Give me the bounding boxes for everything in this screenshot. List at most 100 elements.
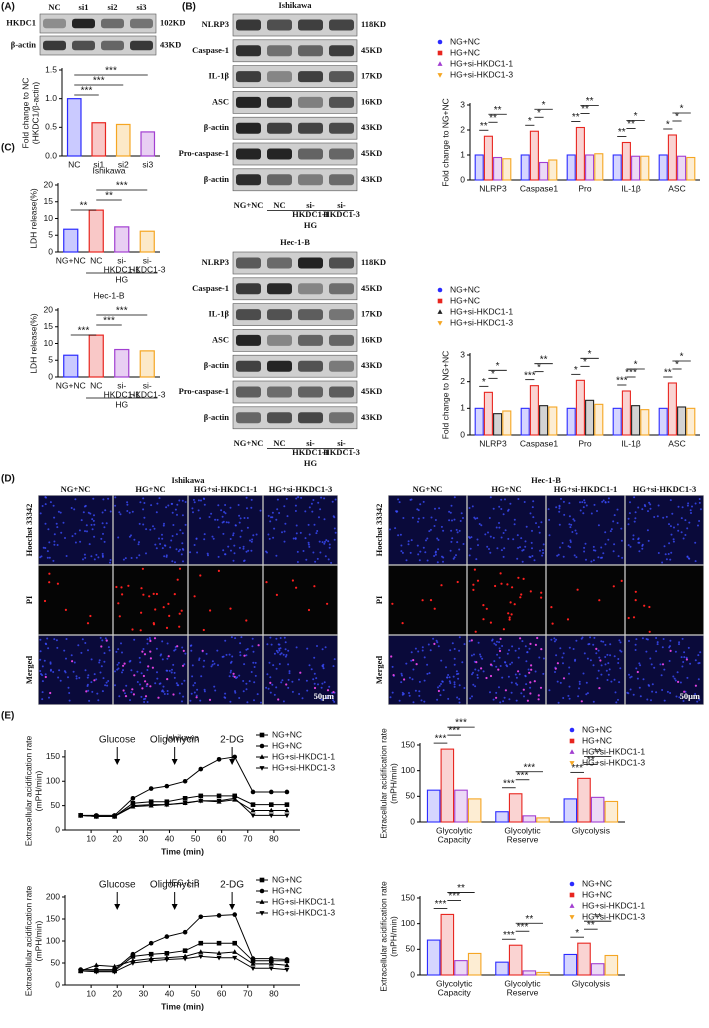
bar bbox=[563, 953, 578, 976]
nucleus bbox=[470, 536, 473, 539]
nucleus bbox=[684, 519, 687, 522]
nucleus bbox=[498, 686, 500, 689]
blot-band bbox=[236, 283, 261, 295]
pi-cell bbox=[554, 667, 557, 670]
nucleus bbox=[312, 551, 315, 554]
pi-cell bbox=[217, 569, 220, 573]
pi-cell bbox=[193, 595, 196, 598]
significance-label: ** bbox=[80, 201, 88, 212]
nucleus bbox=[579, 501, 581, 504]
blot-band bbox=[329, 309, 354, 321]
legend-label: NG+NC bbox=[582, 724, 612, 734]
nucleus bbox=[595, 652, 598, 655]
blot-lane-label: si- bbox=[306, 200, 315, 210]
nucleus bbox=[602, 640, 605, 643]
nucleus bbox=[313, 523, 316, 526]
blot-band bbox=[236, 257, 261, 269]
nucleus bbox=[596, 510, 598, 512]
nucleus bbox=[554, 671, 556, 673]
x-tick-label: ASC bbox=[668, 438, 685, 448]
nucleus bbox=[278, 649, 281, 652]
blot-band bbox=[298, 360, 323, 372]
nucleus bbox=[391, 665, 394, 668]
chart-title: Ishikawa bbox=[166, 732, 199, 742]
micrograph bbox=[38, 565, 113, 635]
nucleus bbox=[234, 690, 236, 693]
bar bbox=[667, 134, 677, 181]
nucleus bbox=[423, 679, 426, 682]
nucleus bbox=[95, 678, 98, 681]
nucleus bbox=[560, 497, 562, 500]
marker bbox=[284, 789, 290, 795]
bar bbox=[604, 800, 619, 823]
nucleus bbox=[592, 700, 595, 703]
nucleus bbox=[553, 640, 556, 643]
nucleus bbox=[249, 539, 251, 542]
nucleus bbox=[171, 668, 173, 671]
bar bbox=[483, 391, 493, 436]
bar bbox=[495, 811, 509, 823]
pi-cell bbox=[167, 602, 170, 606]
blot-band bbox=[329, 360, 354, 372]
nucleus bbox=[548, 534, 551, 537]
nucleus bbox=[199, 699, 202, 702]
blot-lane-label: NC bbox=[48, 2, 60, 12]
nucleus bbox=[116, 668, 119, 671]
pi-cell bbox=[530, 664, 533, 667]
nucleus bbox=[320, 496, 323, 499]
nucleus bbox=[294, 537, 297, 540]
nucleus bbox=[438, 507, 441, 510]
nucleus bbox=[302, 550, 305, 552]
nucleus bbox=[614, 691, 617, 694]
pi-cell bbox=[48, 581, 51, 584]
nucleus bbox=[610, 528, 613, 531]
pi-cell bbox=[476, 579, 480, 582]
pi-cell bbox=[71, 660, 74, 663]
nucleus bbox=[498, 505, 501, 508]
pi-cell bbox=[429, 599, 433, 602]
nucleus bbox=[416, 544, 419, 547]
nucleus bbox=[109, 510, 112, 513]
nucleus bbox=[59, 679, 62, 682]
nucleus bbox=[197, 499, 200, 502]
nucleus bbox=[468, 554, 471, 557]
nucleus bbox=[182, 560, 184, 563]
nucleus bbox=[325, 697, 328, 699]
nucleus bbox=[191, 507, 194, 510]
nucleus bbox=[229, 661, 232, 664]
nucleus bbox=[674, 650, 677, 653]
pi-cell bbox=[277, 698, 280, 701]
x-tick-label: Glycolysis bbox=[572, 825, 610, 835]
nucleus bbox=[634, 511, 637, 514]
blot-band bbox=[329, 386, 354, 398]
marker bbox=[130, 803, 136, 809]
blot-band bbox=[329, 19, 354, 31]
nucleus bbox=[493, 642, 496, 645]
nucleus bbox=[44, 642, 47, 645]
marker bbox=[259, 899, 265, 904]
pi-cell bbox=[149, 657, 152, 660]
nucleus bbox=[46, 637, 49, 640]
nucleus bbox=[39, 670, 42, 672]
nucleus bbox=[90, 658, 93, 661]
significance-label: * bbox=[634, 360, 638, 371]
nucleus bbox=[105, 522, 108, 525]
pi-cell bbox=[100, 645, 103, 648]
marker bbox=[268, 956, 274, 961]
nucleus bbox=[193, 501, 196, 504]
nucleus bbox=[500, 536, 503, 539]
nucleus bbox=[458, 684, 461, 687]
nucleus bbox=[275, 649, 278, 652]
nucleus bbox=[171, 535, 174, 537]
nucleus bbox=[321, 664, 324, 667]
nucleus bbox=[672, 675, 675, 678]
nucleus bbox=[486, 545, 489, 548]
bar bbox=[686, 156, 696, 181]
nucleus bbox=[124, 692, 126, 695]
nucleus bbox=[412, 668, 415, 671]
significance-label: * bbox=[575, 928, 579, 939]
group-label: HG bbox=[304, 458, 318, 468]
pi-cell bbox=[155, 592, 158, 596]
nucleus bbox=[655, 650, 658, 653]
nucleus bbox=[322, 667, 325, 670]
